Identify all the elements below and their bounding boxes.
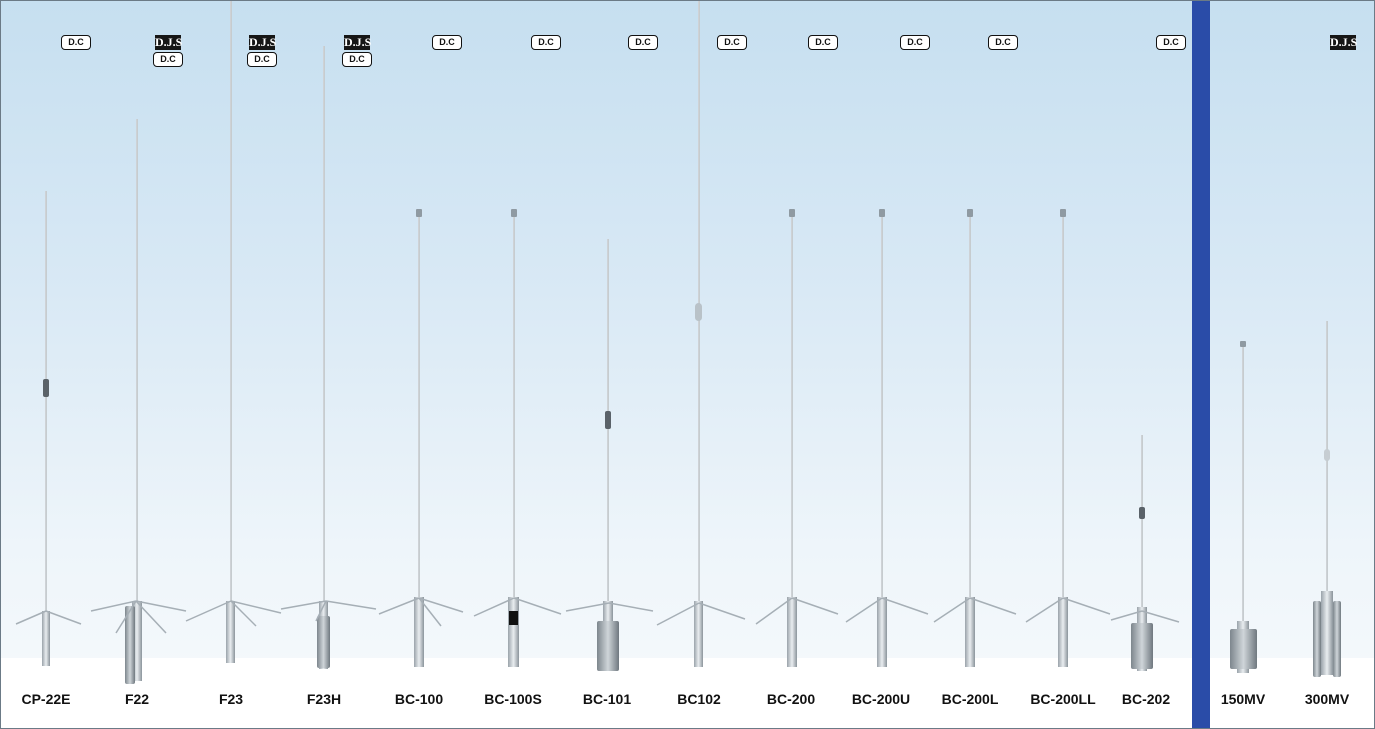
antenna-tip bbox=[1060, 209, 1066, 217]
mount-clamp bbox=[125, 606, 135, 684]
model-label: BC102 bbox=[677, 691, 721, 707]
antenna-radials bbox=[1025, 597, 1111, 623]
djs-badge: D.J.S bbox=[1330, 35, 1358, 50]
antenna-coil bbox=[605, 411, 611, 429]
antenna-tip bbox=[511, 209, 517, 217]
mount-clamp bbox=[1333, 601, 1341, 677]
antenna-mast bbox=[414, 597, 424, 667]
antenna-tip bbox=[967, 209, 973, 217]
model-label: 300MV bbox=[1304, 691, 1350, 707]
mount-clamp bbox=[1131, 623, 1153, 669]
dc-badge: D.C bbox=[988, 35, 1018, 50]
antenna-mast bbox=[787, 597, 797, 667]
antenna-tip bbox=[1240, 341, 1246, 347]
antenna-mast bbox=[965, 597, 975, 667]
antenna-radials bbox=[565, 602, 654, 612]
antenna-radials bbox=[656, 602, 746, 626]
section-divider bbox=[1192, 1, 1210, 728]
antenna-whip bbox=[513, 211, 515, 601]
model-label: 150MV bbox=[1220, 691, 1266, 707]
antenna-radials bbox=[378, 597, 464, 627]
dc-badge: D.C bbox=[717, 35, 747, 50]
antenna-coil bbox=[695, 303, 702, 321]
antenna-mast bbox=[694, 601, 703, 667]
antenna-whip bbox=[1141, 435, 1143, 610]
antenna-whip bbox=[323, 46, 325, 606]
dc-badge: D.C bbox=[900, 35, 930, 50]
antenna-mast bbox=[1321, 591, 1333, 675]
antenna-whip bbox=[230, 1, 232, 606]
model-label: BC-200L bbox=[941, 691, 999, 707]
dc-badge: D.C bbox=[808, 35, 838, 50]
mount-clamp bbox=[1230, 629, 1257, 669]
antenna-radials bbox=[473, 597, 562, 617]
antenna-mast bbox=[877, 597, 887, 667]
model-label: CP-22E bbox=[21, 691, 71, 707]
model-label: BC-100 bbox=[394, 691, 444, 707]
antenna-whip bbox=[969, 211, 971, 601]
antenna-mast bbox=[132, 601, 142, 681]
model-label: BC-202 bbox=[1121, 691, 1171, 707]
dc-badge: D.C bbox=[247, 52, 277, 67]
antenna-coil bbox=[1139, 507, 1145, 519]
mount-clamp bbox=[597, 621, 619, 671]
dc-badge: D.C bbox=[153, 52, 183, 67]
dc-badge: D.C bbox=[342, 52, 372, 67]
model-label: BC-200LL bbox=[1030, 691, 1096, 707]
mast-band bbox=[509, 611, 518, 625]
antenna-radials bbox=[15, 610, 82, 625]
mount-clamp bbox=[1313, 601, 1321, 677]
antenna-coil bbox=[43, 379, 49, 397]
dc-badge: D.C bbox=[61, 35, 91, 50]
djs-badge: D.J.S bbox=[155, 35, 183, 50]
antenna-radials bbox=[933, 597, 1017, 623]
djs-badge: D.J.S bbox=[344, 35, 372, 50]
antenna-whip bbox=[418, 211, 420, 601]
mount-clamp bbox=[317, 616, 330, 668]
antenna-mast bbox=[1058, 597, 1068, 667]
antenna-whip bbox=[1062, 211, 1064, 601]
antenna-radials bbox=[755, 597, 839, 625]
antenna-coil bbox=[1324, 449, 1330, 461]
model-label: BC-200U bbox=[851, 691, 911, 707]
antenna-tip bbox=[416, 209, 422, 217]
dc-badge: D.C bbox=[531, 35, 561, 50]
model-label: F23H bbox=[306, 691, 342, 707]
antenna-radials bbox=[845, 597, 929, 623]
antenna-radials bbox=[1110, 610, 1180, 623]
model-label: BC-101 bbox=[582, 691, 632, 707]
antenna-radials bbox=[90, 600, 187, 634]
antenna-mast bbox=[42, 611, 50, 666]
antenna-radials bbox=[185, 600, 282, 627]
dc-badge: D.C bbox=[1156, 35, 1186, 50]
antenna-mast bbox=[226, 601, 235, 663]
antenna-whip bbox=[136, 119, 138, 609]
model-label: F22 bbox=[124, 691, 150, 707]
djs-badge: D.J.S bbox=[249, 35, 277, 50]
antenna-whip bbox=[881, 211, 883, 601]
dc-badge: D.C bbox=[628, 35, 658, 50]
antenna-tip bbox=[789, 209, 795, 217]
antenna-tip bbox=[879, 209, 885, 217]
antenna-whip bbox=[1242, 344, 1244, 629]
model-label: F23 bbox=[218, 691, 244, 707]
antenna-whip bbox=[45, 191, 47, 611]
antenna-radials bbox=[280, 600, 377, 622]
dc-badge: D.C bbox=[432, 35, 462, 50]
model-label: BC-200 bbox=[766, 691, 816, 707]
antenna-whip bbox=[791, 211, 793, 601]
antenna-mast bbox=[508, 597, 519, 667]
model-label: BC-100S bbox=[484, 691, 542, 707]
